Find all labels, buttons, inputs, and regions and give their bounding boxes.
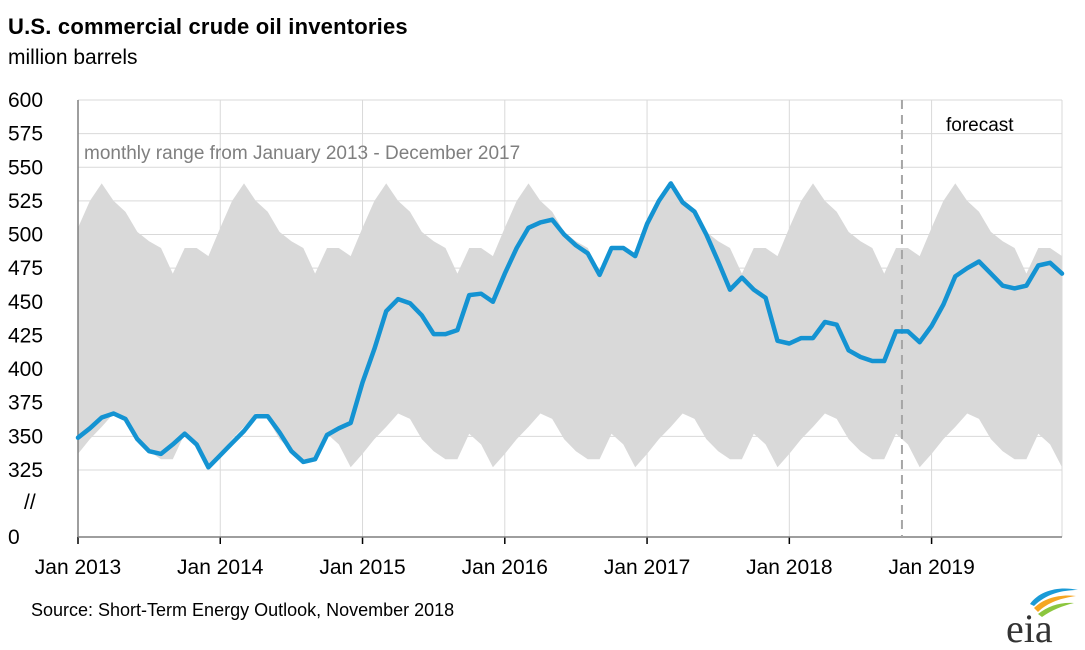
y-tick-label: 350	[8, 425, 43, 448]
eia-logo: eia	[1006, 588, 1078, 648]
eia-logo-text: eia	[1006, 606, 1053, 648]
y-tick-label: 600	[8, 89, 43, 112]
x-tick-label: Jan 2019	[888, 556, 974, 579]
inventory-line	[75, 181, 1065, 470]
y-tick-label: 475	[8, 257, 43, 280]
x-tick-label: Jan 2017	[604, 556, 690, 579]
chart-title: U.S. commercial crude oil inventories	[8, 14, 408, 39]
y-tick-label: 450	[8, 291, 43, 314]
x-tick-label: Jan 2014	[177, 556, 264, 579]
y-tick-labels: 0 325 350 375 400 425 450 475 500 525 550 575 600 //	[8, 89, 43, 549]
y-axis-break: //	[24, 491, 36, 514]
range-band-area	[78, 183, 1062, 468]
y-tick-label: 375	[8, 392, 43, 415]
y-tick-label: 400	[8, 358, 43, 381]
source-note: Source: Short-Term Energy Outlook, Novem…	[31, 600, 455, 620]
y-tick-label: 325	[8, 459, 43, 482]
x-tick-labels: Jan 2013 Jan 2014 Jan 2015 Jan 2016 Jan 2017…	[35, 556, 975, 579]
x-tick-label: Jan 2015	[319, 556, 405, 579]
y-tick-label: 525	[8, 190, 43, 213]
y-tick-label: 0	[8, 526, 20, 549]
axes	[77, 100, 1062, 544]
y-tick-label: 500	[8, 224, 43, 247]
x-tick-label: Jan 2018	[746, 556, 832, 579]
forecast-annotation: forecast	[946, 115, 1014, 136]
chart-subtitle: million barrels	[8, 46, 138, 69]
series-layer	[75, 181, 1065, 470]
y-tick-label: 550	[8, 156, 43, 179]
x-tick-label: Jan 2016	[462, 556, 548, 579]
range-annotation: monthly range from January 2013 - Decemb…	[84, 143, 520, 164]
y-tick-label: 425	[8, 324, 43, 347]
x-tick-label: Jan 2013	[35, 556, 121, 579]
range-band	[78, 183, 1062, 468]
y-tick-label: 575	[8, 123, 43, 146]
